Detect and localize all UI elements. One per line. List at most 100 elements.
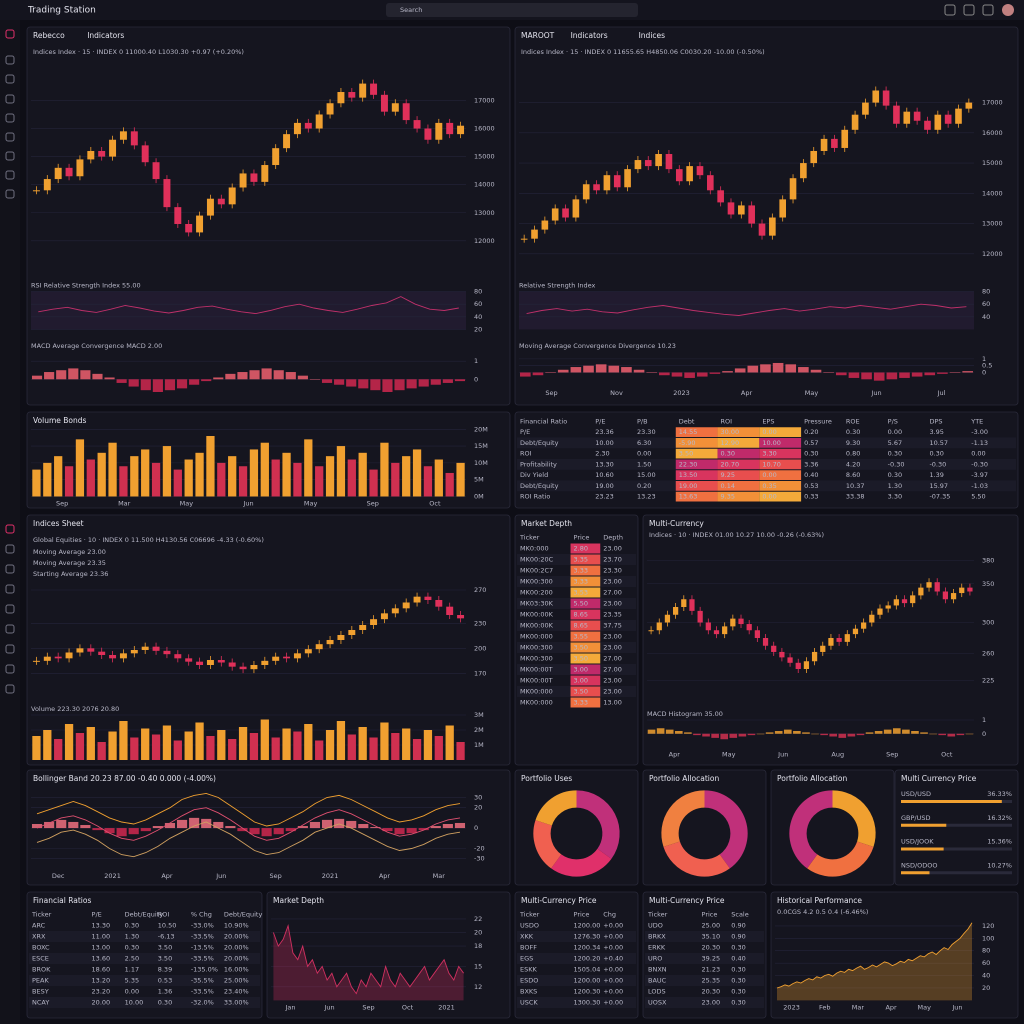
- search-box[interactable]: [386, 3, 638, 17]
- candle-body: [293, 653, 301, 659]
- table-cell: 20.00: [92, 999, 111, 1007]
- candle-body: [820, 138, 828, 151]
- histogram-bar: [128, 828, 139, 835]
- sidebar-icon: [5, 584, 15, 594]
- candle-body: [787, 657, 793, 663]
- histogram-bar: [671, 372, 683, 377]
- table-header: Debt: [679, 417, 695, 425]
- table-cell: 1505.04: [574, 966, 601, 974]
- app-title: Trading Station: [27, 6, 96, 16]
- tab[interactable]: MAROOT: [521, 31, 555, 40]
- histogram-bar: [756, 733, 765, 735]
- candle-body: [664, 614, 671, 623]
- candle-body: [87, 648, 95, 652]
- candle-body: [283, 656, 291, 659]
- table-cell: 1276.30: [574, 933, 601, 941]
- table-header: % Chg: [191, 911, 212, 919]
- table-cell: Debt/Equity: [520, 439, 559, 447]
- row-stripe: [29, 997, 260, 1008]
- table-cell: +0.40: [603, 955, 623, 963]
- table-cell: 10.50: [158, 922, 177, 930]
- histogram-bar: [696, 372, 708, 377]
- table-cell: MK00:20C: [520, 556, 554, 564]
- histogram-bar: [92, 828, 103, 831]
- histogram-bar: [810, 369, 822, 373]
- table-cell: 18.60: [92, 966, 111, 974]
- table-cell: 0.00: [762, 471, 776, 479]
- avatar[interactable]: [1002, 4, 1014, 16]
- sidebar-icon: [5, 113, 15, 123]
- histogram-bar: [911, 372, 923, 377]
- candle-body: [926, 582, 932, 588]
- table-cell: +0.00: [603, 922, 623, 930]
- histogram-bar: [570, 367, 582, 373]
- table-cell: 9.25: [721, 471, 735, 479]
- table-cell: ROI Ratio: [520, 493, 550, 501]
- volume-bar: [260, 719, 269, 760]
- table-cell: 3.50: [574, 655, 588, 663]
- table-cell: 0.00: [637, 450, 651, 458]
- table-cell: 25.00%: [224, 977, 249, 985]
- histogram-bar: [152, 826, 163, 829]
- volume-bar: [119, 466, 128, 497]
- heat-cell: [570, 620, 601, 631]
- candle-body: [779, 651, 785, 658]
- x-tick-label: Sep: [270, 872, 282, 880]
- y-tick-label: 260: [982, 650, 994, 658]
- heat-cell: [570, 609, 601, 620]
- y-tick-label: 20M: [474, 425, 488, 433]
- table-cell: MK00:300: [520, 644, 553, 652]
- volume-bar: [173, 740, 182, 760]
- table-cell: 10.00: [125, 999, 144, 1007]
- tab[interactable]: Indices: [639, 31, 666, 40]
- histogram-bar: [729, 733, 738, 738]
- table-cell: -07.35: [929, 493, 950, 501]
- tab[interactable]: Rebecco: [33, 31, 65, 40]
- histogram-bar: [418, 828, 429, 831]
- histogram-bar: [949, 372, 961, 373]
- table-cell: 2.30: [595, 450, 609, 458]
- candle-body: [955, 108, 962, 124]
- table-header: EPS: [762, 417, 774, 425]
- table-cell: +0.00: [603, 944, 623, 952]
- table-cell: 0.30: [804, 450, 818, 458]
- candle-body: [572, 199, 580, 218]
- y-tick-label: 80: [982, 947, 990, 955]
- candle-body: [185, 223, 193, 233]
- table-cell: 3.55: [574, 633, 588, 641]
- volume-bar: [412, 449, 422, 497]
- table-cell: BRKX: [648, 933, 666, 941]
- candle-body: [348, 92, 356, 98]
- tab[interactable]: Indicators: [87, 31, 124, 40]
- candle-body: [196, 661, 204, 665]
- table-header: ROI: [158, 911, 170, 919]
- candle-body: [413, 596, 421, 603]
- sidebar-icon: [5, 74, 15, 84]
- y-tick-label: 15000: [474, 153, 495, 161]
- candle-body: [217, 198, 225, 205]
- table-cell: 10.57: [929, 439, 948, 447]
- y-tick-label: 0.5: [982, 362, 992, 370]
- volume-bar: [434, 736, 443, 760]
- icon[interactable]: [944, 4, 956, 16]
- candle-body: [885, 605, 891, 609]
- candle-body: [130, 131, 138, 146]
- table-cell: -0.30: [971, 460, 988, 468]
- table-cell: -33.0%: [191, 922, 214, 930]
- histogram-bar: [358, 379, 369, 389]
- table-header: Ticker: [519, 911, 540, 919]
- table-cell: 0.30: [888, 471, 902, 479]
- donut-segment: [831, 790, 876, 847]
- candle-body: [54, 167, 62, 180]
- icon[interactable]: [982, 4, 994, 16]
- tab[interactable]: Indices Sheet: [33, 519, 84, 528]
- table-cell: MK00:00K: [520, 611, 554, 619]
- y-tick-label: 15000: [982, 159, 1003, 167]
- table-cell: MK00:2C7: [520, 567, 553, 575]
- icon[interactable]: [963, 4, 975, 16]
- y-tick-label: 22: [474, 915, 482, 923]
- tab[interactable]: Indicators: [571, 31, 608, 40]
- y-tick-label: 14000: [474, 181, 495, 189]
- y-tick-label: 350: [982, 580, 994, 588]
- candle-body: [272, 656, 280, 661]
